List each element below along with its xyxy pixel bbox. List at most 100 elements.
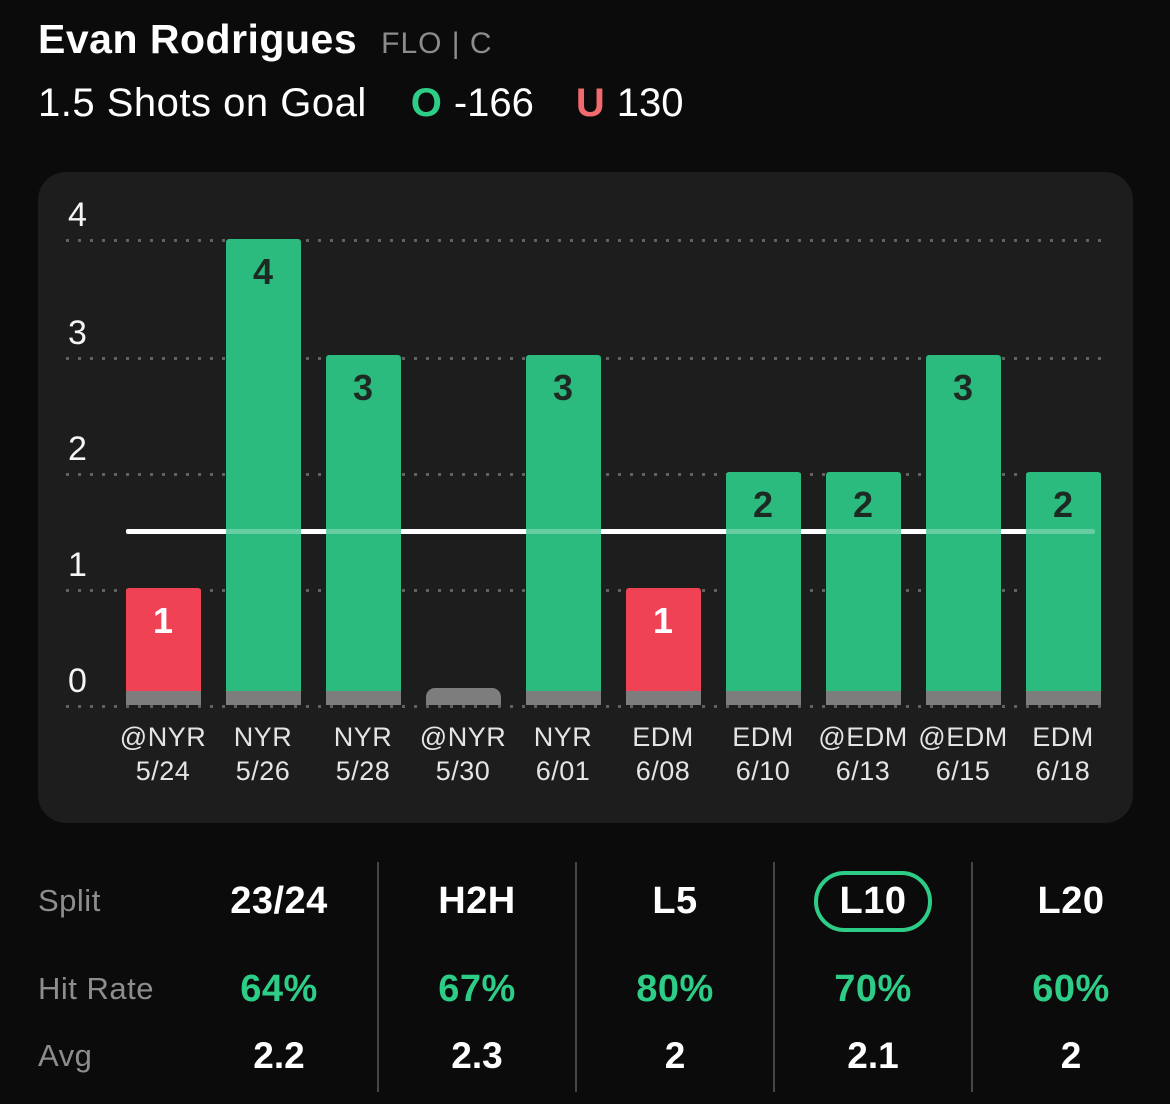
split-row-label: Split — [38, 883, 101, 918]
game-label: EDM 6/10 — [713, 720, 813, 788]
game-label: @NYR 5/30 — [413, 720, 513, 788]
hit-rate-row-label: Hit Rate — [38, 971, 154, 1006]
avg-value: 2 — [1060, 1035, 1082, 1076]
prop-line — [126, 529, 1095, 534]
game-label: @NYR 5/24 — [113, 720, 213, 788]
game-date: 6/10 — [735, 756, 791, 786]
game-opponent: EDM — [632, 722, 694, 752]
game-opponent: @EDM — [818, 722, 908, 752]
bar-slot: 1 — [113, 172, 213, 705]
column-divider — [971, 862, 973, 1092]
game-date: 5/30 — [435, 756, 491, 786]
bar-value-label: 3 — [352, 367, 374, 408]
bar-value-label: 3 — [552, 367, 574, 408]
game-date: 6/08 — [635, 756, 691, 786]
game-date: 6/18 — [1035, 756, 1091, 786]
split-column-h2h[interactable]: H2H 67% 2.3 — [378, 856, 576, 1104]
y-axis-tick-label: 2 — [68, 430, 87, 468]
game-bar: 3 — [325, 355, 401, 705]
game-label: EDM 6/18 — [1013, 720, 1113, 788]
game-bar: 0 — [425, 688, 501, 705]
bar-value-label: 4 — [252, 251, 274, 292]
column-divider — [377, 862, 379, 1092]
hit-rate-value: 67% — [438, 967, 516, 1010]
game-label: NYR 6/01 — [513, 720, 613, 788]
hit-rate-value: 80% — [636, 967, 714, 1010]
bar-base-stub — [225, 691, 301, 705]
bar-slot: 3 — [513, 172, 613, 705]
splits-table: Split Hit Rate Avg 23/24 64% 2.2 H2H 67%… — [0, 856, 1170, 1104]
hit-rate-value: 60% — [1032, 967, 1110, 1010]
bar-base-stub — [725, 691, 801, 705]
under-indicator-icon: U — [575, 81, 605, 125]
bar-value-label: 2 — [752, 484, 774, 525]
split-column-l20[interactable]: L20 60% 2 — [972, 856, 1170, 1104]
avg-value: 2.3 — [451, 1035, 503, 1076]
game-bar: 1 — [125, 588, 201, 705]
avg-value: 2.1 — [847, 1035, 899, 1076]
column-divider — [575, 862, 577, 1092]
bar-base-stub — [125, 691, 201, 705]
bar-slot: 2 — [713, 172, 813, 705]
game-date: 5/24 — [135, 756, 191, 786]
bar-slot: 3 — [913, 172, 1013, 705]
player-team-position: FLO | C — [381, 27, 493, 60]
game-date: 5/26 — [235, 756, 291, 786]
bar-base-stub — [825, 691, 901, 705]
y-axis-tick-label: 3 — [68, 314, 87, 352]
bar-slot: 1 — [613, 172, 713, 705]
gridline-0 — [66, 705, 1101, 708]
game-date: 5/28 — [335, 756, 391, 786]
game-bar: 3 — [525, 355, 601, 705]
bar-slot: 0 — [413, 172, 513, 705]
game-opponent: NYR — [533, 722, 593, 752]
x-axis-labels: @NYR 5/24 NYR 5/26 NYR 5/28 @NYR 5/30 NYR 6/0… — [113, 720, 1113, 788]
split-column-23-24[interactable]: 23/24 64% 2.2 — [180, 856, 378, 1104]
bars-row: 1 4 3 0 3 1 2 2 3 2 — [113, 172, 1113, 705]
split-label-selected-pill[interactable]: L10 — [813, 870, 933, 932]
bar-slot: 3 — [313, 172, 413, 705]
over-indicator-icon: O — [410, 81, 442, 125]
bar-base-stub — [325, 691, 401, 705]
player-header: Evan Rodrigues FLO | C — [38, 16, 493, 63]
game-opponent: EDM — [1032, 722, 1094, 752]
over-odds-value: -166 — [453, 81, 534, 125]
prop-line-label: 1.5 Shots on Goal — [38, 81, 367, 125]
game-opponent: @EDM — [918, 722, 1008, 752]
over-odds-group: O -166 — [411, 81, 534, 126]
game-label: NYR 5/28 — [313, 720, 413, 788]
game-label: NYR 5/26 — [213, 720, 313, 788]
bar-slot: 2 — [1013, 172, 1113, 705]
avg-row-label: Avg — [38, 1038, 93, 1073]
split-label[interactable]: 23/24 — [230, 879, 328, 922]
split-label[interactable]: H2H — [438, 879, 516, 922]
bar-slot: 4 — [213, 172, 313, 705]
game-opponent: NYR — [233, 722, 293, 752]
bar-slot: 2 — [813, 172, 913, 705]
split-column-l5[interactable]: L5 80% 2 — [576, 856, 774, 1104]
game-bar: 2 — [1025, 472, 1101, 705]
game-opponent: NYR — [333, 722, 393, 752]
gridline-4 — [66, 239, 1101, 242]
game-opponent: @NYR — [419, 722, 507, 752]
split-label[interactable]: L5 — [652, 879, 698, 922]
y-axis-tick-label: 0 — [68, 662, 87, 700]
game-date: 6/15 — [935, 756, 991, 786]
prop-header: 1.5 Shots on Goal O -166 U 130 — [38, 81, 684, 126]
hit-rate-value: 70% — [834, 967, 912, 1010]
avg-value: 2.2 — [253, 1035, 305, 1076]
bar-value-label: 1 — [152, 600, 174, 641]
bar-base-stub — [525, 691, 601, 705]
game-label: @EDM 6/13 — [813, 720, 913, 788]
bar-value-label: 1 — [652, 600, 674, 641]
bar-base-stub — [625, 691, 701, 705]
under-odds-group: U 130 — [576, 81, 684, 126]
game-date: 6/01 — [535, 756, 591, 786]
split-label[interactable]: L20 — [1037, 879, 1105, 922]
game-bar: 2 — [825, 472, 901, 705]
game-opponent: EDM — [732, 722, 794, 752]
game-bar: 1 — [625, 588, 701, 705]
row-labels-column: Split Hit Rate Avg — [0, 856, 180, 1104]
game-label: @EDM 6/15 — [913, 720, 1013, 788]
split-column-l10[interactable]: L10 70% 2.1 — [774, 856, 972, 1104]
